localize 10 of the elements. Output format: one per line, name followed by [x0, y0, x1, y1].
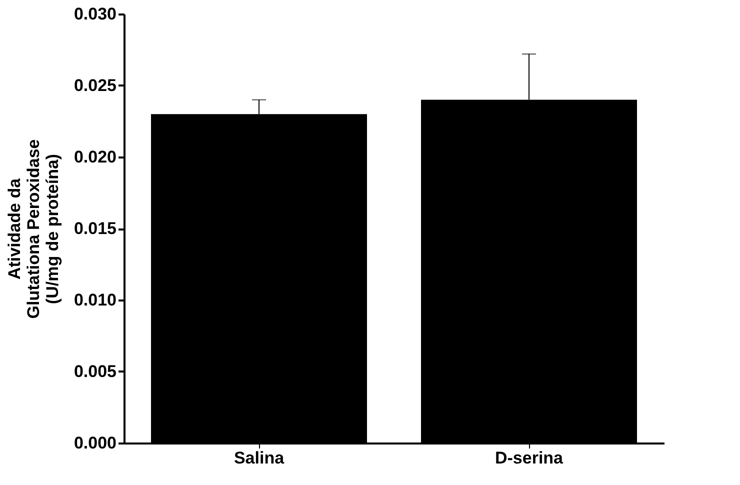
y-tick-label: 0.015 [74, 219, 116, 238]
y-tick-label: 0.020 [74, 148, 116, 166]
y-axis-title: Atividade da Glutationa Peroxidase (U/mg de proteína) [4, 139, 62, 319]
y-tick-label: 0.010 [74, 290, 116, 310]
x-tick-label: Salina [234, 448, 285, 468]
y-tick-label: 0.025 [74, 76, 116, 95]
y-tick-label: 0.005 [74, 362, 116, 381]
y-tick-label: 0.000 [74, 434, 116, 452]
x-tick-label: D-serina [494, 448, 564, 468]
y-tick-label: 0.030 [74, 4, 116, 24]
